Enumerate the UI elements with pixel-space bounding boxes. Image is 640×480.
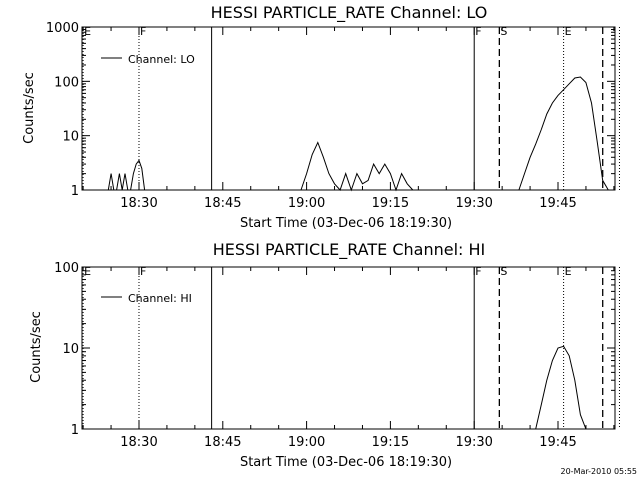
event-marker-label: S (500, 25, 507, 38)
legend-label-hi: Channel: HI (128, 292, 192, 305)
event-marker-label: E (84, 265, 91, 278)
chart-title-lo: HESSI PARTICLE_RATE Channel: LO (211, 3, 488, 23)
legend-label-lo: Channel: LO (128, 53, 195, 66)
x-tick-label: 19:00 (288, 435, 325, 450)
y-tick-label: 100 (54, 261, 79, 276)
x-tick-label: 19:45 (539, 435, 576, 450)
series-line-lo (518, 76, 609, 191)
x-tick-label: 19:00 (288, 196, 325, 211)
plot-frame-lo (81, 26, 616, 191)
y-axis-label-hi: Counts/sec (29, 311, 44, 383)
y-axis-label-lo: Counts/sec (22, 72, 37, 144)
chart-title-hi: HESSI PARTICLE_RATE Channel: HI (213, 240, 486, 260)
x-tick-label: 19:45 (539, 196, 576, 211)
event-marker-label: F (140, 25, 146, 38)
y-tick-label: 100 (54, 75, 79, 90)
x-tick-label: 18:30 (120, 196, 157, 211)
event-marker-label: S (500, 265, 507, 278)
y-tick-label: 10 (62, 342, 79, 357)
x-tick-label: 19:30 (455, 196, 492, 211)
x-axis-label-hi: Start Time (03-Dec-06 18:19:30) (240, 455, 452, 470)
x-tick-label: 19:15 (372, 435, 409, 450)
x-tick-label: 19:30 (455, 435, 492, 450)
x-tick-label: 18:30 (120, 435, 157, 450)
x-tick-label: 18:45 (204, 435, 241, 450)
event-marker-label: F (140, 265, 146, 278)
y-tick-label: 1000 (46, 21, 79, 36)
event-marker-label: F (475, 265, 481, 278)
footer-timestamp: 20-Mar-2010 05:55 (561, 467, 638, 476)
series-line-lo (300, 141, 414, 192)
event-marker-label: E (565, 25, 572, 38)
x-tick-label: 18:45 (204, 196, 241, 211)
series-line-hi (535, 345, 587, 430)
event-marker-label: F (475, 25, 481, 38)
y-tick-label: 1 (71, 184, 79, 199)
x-axis-label-lo: Start Time (03-Dec-06 18:19:30) (240, 216, 452, 231)
y-tick-label: 10 (62, 130, 79, 145)
x-tick-label: 19:15 (372, 196, 409, 211)
event-marker-label: E (565, 265, 572, 278)
y-tick-label: 1 (71, 423, 79, 438)
series-line-lo (107, 159, 151, 191)
event-marker-label: E (84, 25, 91, 38)
